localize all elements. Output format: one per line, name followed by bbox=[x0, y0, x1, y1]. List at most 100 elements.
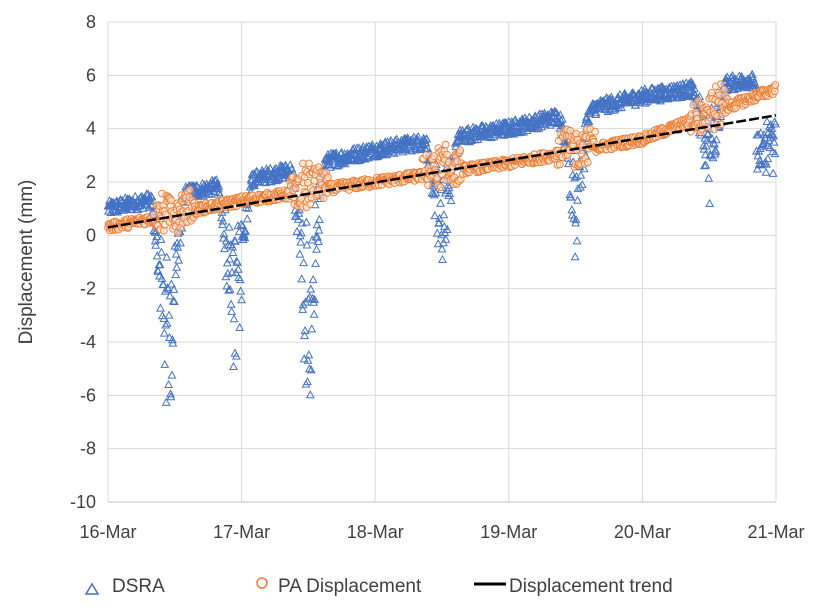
dsra-point bbox=[586, 105, 596, 115]
dsra-point bbox=[221, 236, 231, 245]
dsra-point bbox=[164, 379, 174, 388]
dsra-point bbox=[225, 254, 235, 263]
dsra-point bbox=[152, 232, 162, 241]
y-tick-label: -10 bbox=[70, 492, 96, 512]
dsra-point bbox=[302, 217, 311, 226]
dsra-point bbox=[571, 215, 581, 224]
dsra-point bbox=[278, 173, 288, 182]
dsra-point bbox=[680, 90, 690, 99]
dsra-point bbox=[298, 304, 308, 313]
dsra-point bbox=[557, 114, 567, 123]
x-tick-label: 16-Mar bbox=[79, 522, 136, 542]
dsra-point bbox=[167, 370, 177, 379]
dsra-point bbox=[214, 187, 224, 197]
dsra-point bbox=[233, 221, 243, 230]
dsra-point bbox=[445, 188, 455, 198]
dsra-point bbox=[750, 79, 760, 88]
y-axis-title: Displacement (mm) bbox=[16, 180, 37, 345]
pa-displacement-point bbox=[770, 87, 779, 96]
dsra-point bbox=[769, 137, 779, 146]
dsra-point bbox=[156, 303, 165, 312]
dsra-point bbox=[700, 150, 710, 159]
dsra-point bbox=[157, 273, 167, 282]
dsra-point bbox=[770, 148, 780, 158]
dsra-point bbox=[572, 236, 582, 245]
pa-displacement-point bbox=[319, 194, 328, 203]
dsra-point bbox=[230, 236, 239, 245]
dsra-point bbox=[156, 247, 166, 256]
legend-marker-pa-displacement bbox=[256, 577, 268, 589]
pa-displacement-point bbox=[149, 210, 158, 219]
dsra-point bbox=[421, 138, 431, 147]
dsra-point bbox=[234, 227, 244, 236]
dsra-point bbox=[218, 216, 228, 225]
dsra-point bbox=[242, 214, 252, 223]
dsra-point bbox=[631, 100, 641, 109]
dsra-point bbox=[584, 116, 594, 125]
dsra-point bbox=[634, 97, 644, 106]
dsra-point bbox=[332, 148, 341, 157]
dsra-point bbox=[296, 237, 306, 246]
dsra-point bbox=[688, 78, 697, 87]
dsra-point bbox=[402, 145, 412, 154]
dsra-point bbox=[236, 286, 246, 295]
dsra-point bbox=[566, 192, 576, 201]
dsra-point bbox=[753, 151, 763, 160]
pa-displacement-point bbox=[555, 160, 564, 169]
dsra-point bbox=[710, 139, 719, 148]
legend-label-displacement-trend: Displacement trend bbox=[509, 576, 673, 597]
dsra-point bbox=[238, 221, 247, 230]
pa-displacement-point bbox=[297, 194, 305, 203]
dsra-point bbox=[307, 324, 317, 333]
dsra-point bbox=[243, 203, 253, 212]
dsra-point bbox=[229, 314, 239, 323]
dsra-point bbox=[169, 296, 179, 306]
legend-label-pa-displacement: PA Displacement bbox=[278, 576, 422, 597]
dsra-point bbox=[224, 222, 234, 231]
dsra-point bbox=[249, 169, 258, 178]
pa-displacement-point bbox=[716, 80, 725, 89]
dsra-point bbox=[240, 226, 250, 235]
dsra-point bbox=[168, 338, 178, 347]
dsra-point bbox=[165, 291, 175, 300]
legend-item-dsra: DSRA bbox=[84, 576, 165, 597]
dsra-point bbox=[552, 108, 561, 117]
dsra-point bbox=[298, 300, 308, 309]
dsra-point bbox=[752, 164, 762, 173]
dsra-point bbox=[300, 325, 310, 335]
pa-displacement-point bbox=[306, 200, 315, 209]
dsra-point bbox=[546, 107, 556, 116]
dsra-point bbox=[640, 84, 650, 93]
dsra-point bbox=[304, 364, 314, 373]
pa-displacement-point bbox=[441, 140, 450, 149]
dsra-point bbox=[292, 226, 302, 236]
dsra-point bbox=[169, 284, 179, 293]
dsra-point bbox=[376, 144, 386, 153]
x-tick-label: 17-Mar bbox=[213, 522, 270, 542]
dsra-point bbox=[311, 258, 320, 267]
dsra-point bbox=[570, 252, 580, 261]
dsra-point bbox=[306, 284, 316, 293]
dsra-point bbox=[759, 137, 769, 146]
dsra-point bbox=[233, 264, 243, 273]
dsra-point bbox=[711, 135, 721, 144]
dsra-point bbox=[504, 127, 514, 136]
dsra-point bbox=[446, 195, 456, 205]
dsra-point bbox=[303, 355, 313, 364]
pa-displacement-point bbox=[323, 173, 332, 182]
dsra-point bbox=[577, 179, 587, 189]
pa-displacement-point bbox=[443, 150, 451, 159]
dsra-point bbox=[436, 198, 446, 207]
pa-displacement-point bbox=[704, 117, 713, 125]
dsra-point bbox=[173, 242, 183, 251]
dsra-point bbox=[162, 252, 172, 261]
dsra-point bbox=[750, 77, 759, 86]
dsra-point bbox=[223, 240, 233, 249]
dsra-point bbox=[728, 70, 738, 80]
dsra-point bbox=[164, 310, 174, 319]
dsra-point bbox=[156, 234, 166, 243]
dsra-point bbox=[174, 255, 184, 264]
dsra-point bbox=[309, 309, 319, 318]
x-tick-label: 20-Mar bbox=[614, 522, 671, 542]
dsra-point bbox=[758, 141, 768, 150]
